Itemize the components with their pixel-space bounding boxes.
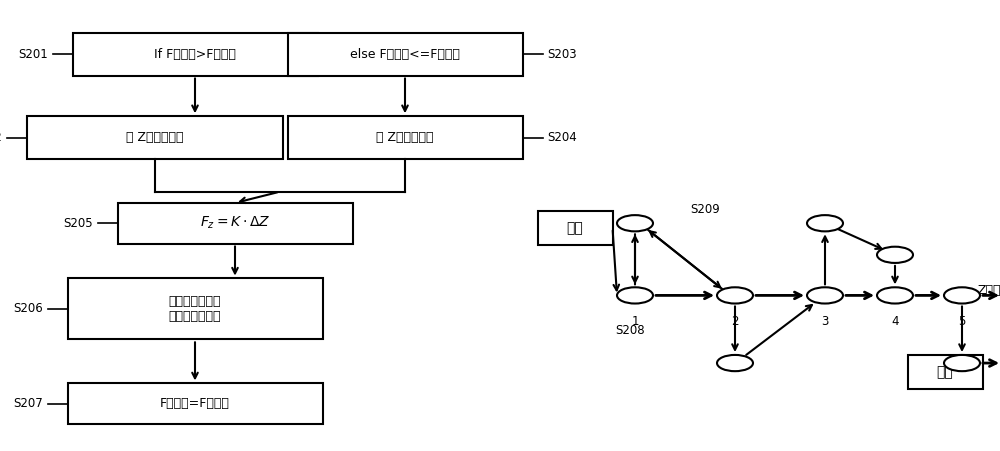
Text: If F实测力>F参考力: If F实测力>F参考力 — [154, 48, 236, 60]
Bar — [73, 33, 318, 76]
Text: 开始: 开始 — [567, 221, 583, 235]
Circle shape — [877, 247, 913, 263]
Text: 1: 1 — [631, 315, 639, 328]
Bar — [27, 116, 283, 159]
Text: 5: 5 — [958, 315, 966, 328]
Text: S202: S202 — [0, 131, 2, 144]
Text: 换算成机器人能
够识别的位置点: 换算成机器人能 够识别的位置点 — [169, 295, 221, 323]
Circle shape — [944, 355, 980, 371]
Text: S204: S204 — [548, 131, 577, 144]
Circle shape — [617, 287, 653, 304]
Circle shape — [877, 287, 913, 304]
Text: 沿 Z正方向进给: 沿 Z正方向进给 — [376, 131, 434, 144]
Circle shape — [717, 287, 753, 304]
Text: S203: S203 — [548, 48, 577, 60]
Text: S205: S205 — [63, 217, 92, 230]
Bar — [908, 355, 982, 389]
Text: S207: S207 — [13, 397, 42, 410]
Text: S209: S209 — [690, 203, 720, 216]
Text: 结束: 结束 — [937, 365, 953, 379]
Bar — [68, 383, 322, 424]
Circle shape — [717, 355, 753, 371]
Circle shape — [617, 215, 653, 231]
Text: S201: S201 — [18, 48, 48, 60]
Bar — [288, 33, 522, 76]
Text: else F实测力<=F参考力: else F实测力<=F参考力 — [350, 48, 460, 60]
Text: S208: S208 — [615, 324, 645, 336]
Bar — [118, 203, 352, 244]
Circle shape — [807, 287, 843, 304]
Bar — [68, 278, 322, 339]
Bar — [288, 116, 522, 159]
Circle shape — [807, 215, 843, 231]
Bar — [538, 211, 612, 244]
Circle shape — [944, 287, 980, 304]
Text: 沿 Z负方向进给: 沿 Z负方向进给 — [126, 131, 184, 144]
Text: 4: 4 — [891, 315, 899, 328]
Text: $F_z = K \cdot \Delta Z$: $F_z = K \cdot \Delta Z$ — [200, 215, 270, 231]
Text: Z方向: Z方向 — [977, 284, 1000, 297]
Text: 2: 2 — [731, 315, 739, 328]
Text: F实测力=F参考力: F实测力=F参考力 — [160, 397, 230, 410]
Text: 3: 3 — [821, 315, 829, 328]
Text: S206: S206 — [13, 303, 42, 315]
